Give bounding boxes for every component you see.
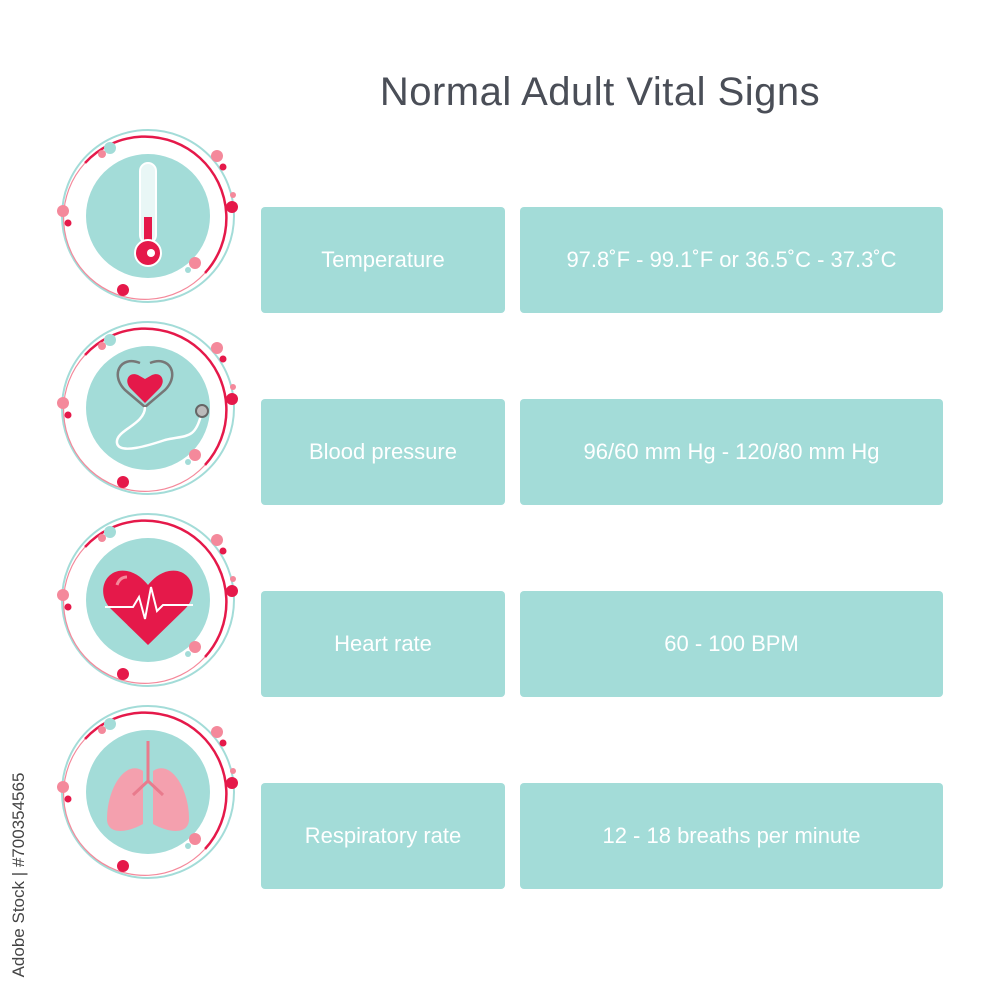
lungs-icon (55, 704, 240, 880)
watermark: Adobe Stock | #700354565 (9, 772, 28, 978)
vital-value: 12 - 18 breaths per minute (520, 783, 943, 889)
vital-row-blood-pressure: Blood pressure 96/60 mm Hg - 120/80 mm H… (0, 320, 1000, 505)
vital-label: Respiratory rate (261, 783, 505, 889)
page-title: Normal Adult Vital Signs (379, 70, 821, 114)
vital-row-temperature: Temperature 97.8˚F - 99.1˚F or 36.5˚C - … (0, 128, 1000, 313)
vital-label: Blood pressure (261, 399, 505, 505)
vital-row-heart-rate: Heart rate 60 - 100 BPM (0, 512, 1000, 697)
vital-value: 96/60 mm Hg - 120/80 mm Hg (520, 399, 943, 505)
stethoscope-heart-icon (55, 320, 240, 496)
vital-label: Heart rate (261, 591, 505, 697)
heart-pulse-icon (55, 512, 240, 688)
vital-value: 97.8˚F - 99.1˚F or 36.5˚C - 37.3˚C (520, 207, 943, 313)
vital-value: 60 - 100 BPM (520, 591, 943, 697)
vital-row-respiratory-rate: Respiratory rate 12 - 18 breaths per min… (0, 704, 1000, 889)
vital-label: Temperature (261, 207, 505, 313)
thermometer-icon (55, 128, 240, 304)
